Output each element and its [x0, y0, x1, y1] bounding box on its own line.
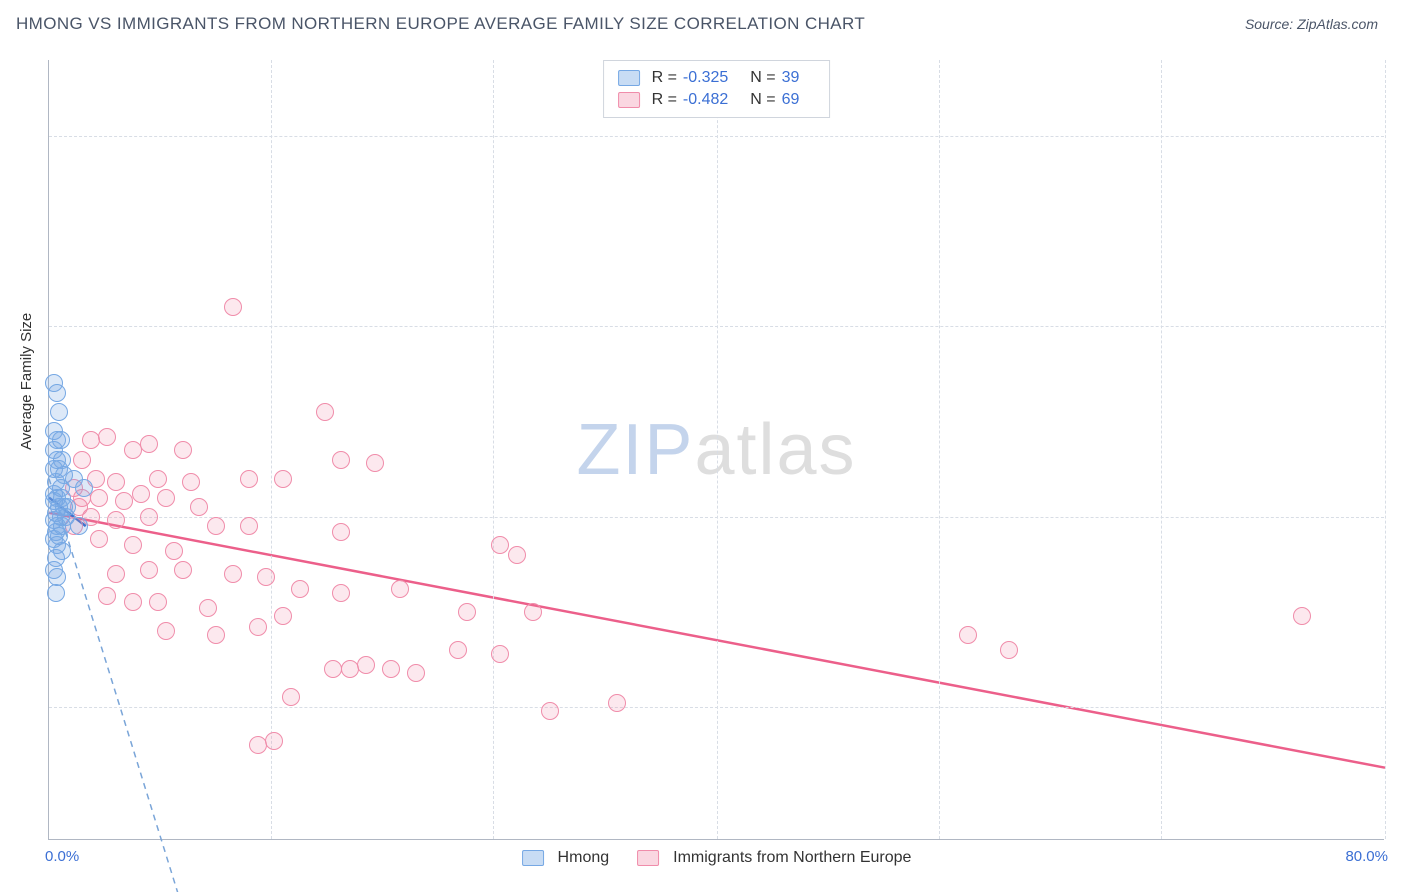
data-point-pink: [149, 470, 167, 488]
data-point-pink: [240, 470, 258, 488]
data-point-pink: [449, 641, 467, 659]
data-point-pink: [332, 523, 350, 541]
x-tick-max: 80.0%: [1345, 848, 1388, 865]
data-point-pink: [366, 454, 384, 472]
data-point-pink: [207, 626, 225, 644]
legend-row-immigrants: R = -0.482 N = 69: [618, 89, 816, 111]
data-point-pink: [491, 645, 509, 663]
y-tick-label: 3.00: [1394, 507, 1406, 525]
y-tick-label: 5.00: [1394, 126, 1406, 144]
data-point-pink: [190, 498, 208, 516]
grid-line-v: [271, 60, 272, 839]
data-point-pink: [124, 441, 142, 459]
legend-row-hmong: R = -0.325 N = 39: [618, 67, 816, 89]
grid-line-v: [1161, 60, 1162, 839]
swatch-blue-icon: [522, 850, 544, 866]
data-point-pink: [341, 660, 359, 678]
data-point-pink: [357, 656, 375, 674]
data-point-pink: [508, 546, 526, 564]
data-point-pink: [249, 736, 267, 754]
data-point-pink: [608, 694, 626, 712]
data-point-pink: [90, 530, 108, 548]
data-point-pink: [82, 431, 100, 449]
data-point-pink: [316, 403, 334, 421]
data-point-pink: [132, 485, 150, 503]
swatch-pink-icon: [637, 850, 659, 866]
data-point-pink: [1293, 607, 1311, 625]
data-point-pink: [240, 517, 258, 535]
data-point-pink: [332, 451, 350, 469]
grid-line-v: [1385, 60, 1386, 839]
swatch-blue-icon: [618, 70, 640, 86]
grid-line-v: [493, 60, 494, 839]
data-point-pink: [124, 536, 142, 554]
y-tick-label: 2.00: [1394, 697, 1406, 715]
legend-item-immigrants: Immigrants from Northern Europe: [637, 849, 911, 867]
data-point-pink: [391, 580, 409, 598]
swatch-pink-icon: [618, 92, 640, 108]
data-point-pink: [73, 451, 91, 469]
data-point-pink: [182, 473, 200, 491]
data-point-pink: [382, 660, 400, 678]
data-point-pink: [224, 298, 242, 316]
data-point-pink: [90, 489, 108, 507]
data-point-pink: [157, 489, 175, 507]
data-point-blue: [47, 584, 65, 602]
data-point-blue: [70, 517, 88, 535]
data-point-pink: [199, 599, 217, 617]
data-point-pink: [124, 593, 142, 611]
source-label: Source: ZipAtlas.com: [1245, 16, 1378, 32]
data-point-pink: [140, 508, 158, 526]
y-axis-title: Average Family Size: [18, 313, 35, 450]
data-point-blue: [50, 403, 68, 421]
data-point-pink: [458, 603, 476, 621]
data-point-pink: [140, 561, 158, 579]
data-point-pink: [107, 565, 125, 583]
data-point-pink: [174, 561, 192, 579]
data-point-pink: [165, 542, 183, 560]
header: HMONG VS IMMIGRANTS FROM NORTHERN EUROPE…: [0, 0, 1406, 42]
chart-title: HMONG VS IMMIGRANTS FROM NORTHERN EUROPE…: [16, 14, 865, 34]
data-point-pink: [274, 470, 292, 488]
series-legend: Hmong Immigrants from Northern Europe: [522, 849, 912, 867]
data-point-pink: [1000, 641, 1018, 659]
data-point-pink: [257, 568, 275, 586]
data-point-pink: [959, 626, 977, 644]
data-point-pink: [98, 428, 116, 446]
grid-line-v: [717, 60, 718, 839]
correlation-legend: R = -0.325 N = 39 R = -0.482 N = 69: [603, 60, 831, 118]
data-point-pink: [541, 702, 559, 720]
y-tick-label: 4.00: [1394, 316, 1406, 334]
data-point-blue: [48, 384, 66, 402]
data-point-pink: [140, 435, 158, 453]
data-point-pink: [157, 622, 175, 640]
data-point-pink: [115, 492, 133, 510]
data-point-pink: [524, 603, 542, 621]
data-point-pink: [274, 607, 292, 625]
data-point-pink: [174, 441, 192, 459]
data-point-pink: [107, 511, 125, 529]
data-point-pink: [332, 584, 350, 602]
data-point-blue: [75, 479, 93, 497]
data-point-pink: [98, 587, 116, 605]
data-point-pink: [407, 664, 425, 682]
data-point-pink: [265, 732, 283, 750]
data-point-pink: [107, 473, 125, 491]
data-point-pink: [249, 618, 267, 636]
data-point-pink: [207, 517, 225, 535]
data-point-pink: [149, 593, 167, 611]
data-point-pink: [282, 688, 300, 706]
data-point-pink: [291, 580, 309, 598]
x-tick-min: 0.0%: [45, 848, 79, 865]
legend-item-hmong: Hmong: [522, 849, 610, 867]
grid-line-v: [939, 60, 940, 839]
chart-plot-area: ZIPatlas R = -0.325 N = 39 R = -0.482 N …: [48, 60, 1384, 840]
data-point-pink: [491, 536, 509, 554]
data-point-pink: [324, 660, 342, 678]
data-point-pink: [224, 565, 242, 583]
